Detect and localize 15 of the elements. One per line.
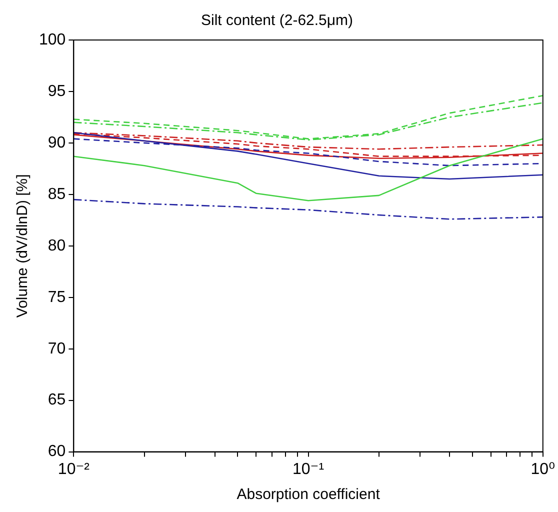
- y-tick-label: 100: [38, 31, 66, 48]
- y-tick-label: 90: [48, 134, 66, 152]
- y-tick-label: 75: [48, 288, 66, 306]
- x-tick-label: 10⁻¹: [292, 460, 324, 478]
- x-tick-label: 10⁻²: [58, 460, 90, 478]
- y-tick-label: 80: [48, 237, 66, 254]
- y-axis-title: Volume (dV/dlnD) [%]: [14, 174, 32, 318]
- chart-title: Silt content (2-62.5μm): [200, 12, 354, 30]
- x-axis-title: Absorption coefficient: [236, 486, 381, 504]
- y-tick-label: 85: [48, 186, 66, 203]
- x-tick-label: 10⁰: [530, 460, 556, 478]
- y-tick-label: 60: [48, 443, 66, 460]
- y-tick-label: 65: [48, 392, 66, 409]
- y-tick-label: 70: [48, 340, 66, 358]
- y-tick-label: 95: [48, 82, 66, 100]
